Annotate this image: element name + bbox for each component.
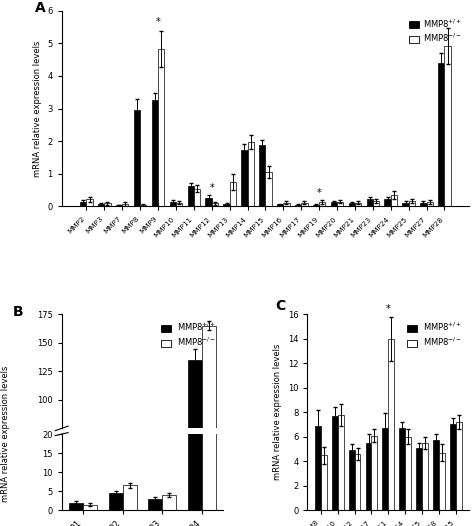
Bar <box>301 203 308 207</box>
Bar <box>391 195 397 207</box>
Bar <box>163 510 176 514</box>
Bar <box>355 454 361 510</box>
Legend: MMP8$^{+/+}$, MMP8$^{-/-}$: MMP8$^{+/+}$, MMP8$^{-/-}$ <box>404 318 465 351</box>
Bar <box>331 202 337 207</box>
Bar <box>104 203 110 207</box>
Bar <box>355 203 361 207</box>
Bar <box>388 339 394 510</box>
Bar <box>69 512 83 514</box>
Bar <box>202 0 216 510</box>
Bar <box>223 204 229 207</box>
Bar <box>372 436 377 510</box>
Bar <box>337 201 343 207</box>
Bar <box>122 204 128 207</box>
Bar <box>383 428 388 510</box>
Bar <box>283 203 290 207</box>
Bar <box>409 200 415 207</box>
Bar <box>86 199 93 207</box>
Bar <box>98 204 104 207</box>
Bar <box>321 455 327 510</box>
Bar <box>170 201 176 207</box>
Y-axis label: mRNA relative expression levels: mRNA relative expression levels <box>1 366 10 502</box>
Bar <box>123 507 137 514</box>
Text: *: * <box>317 188 321 198</box>
Bar <box>445 46 451 207</box>
Bar <box>349 450 355 510</box>
Bar <box>212 203 218 207</box>
Bar <box>69 503 83 510</box>
Bar <box>332 416 337 510</box>
Bar <box>188 0 202 510</box>
Bar <box>116 205 122 207</box>
Bar <box>247 142 254 207</box>
Bar <box>152 100 158 207</box>
Bar <box>148 511 163 514</box>
Bar <box>148 499 163 510</box>
Bar <box>438 63 445 207</box>
Y-axis label: mRNA relative expression levels: mRNA relative expression levels <box>33 41 42 177</box>
Bar <box>349 203 355 207</box>
Text: *: * <box>386 304 391 314</box>
Bar <box>188 360 202 514</box>
Bar <box>420 203 427 207</box>
Bar <box>83 512 97 514</box>
Text: *: * <box>210 183 214 193</box>
Bar <box>194 188 200 207</box>
Bar <box>313 205 319 207</box>
Bar <box>319 202 326 207</box>
Legend: MMP8$^{+/+}$, MMP8$^{-/-}$: MMP8$^{+/+}$, MMP8$^{-/-}$ <box>407 15 465 47</box>
Text: *: * <box>155 17 160 27</box>
Bar <box>80 201 86 207</box>
Bar <box>456 422 462 510</box>
Bar <box>337 414 344 510</box>
Bar <box>229 183 236 207</box>
Text: C: C <box>275 299 285 312</box>
Bar <box>365 443 372 510</box>
Bar <box>259 145 265 207</box>
Bar <box>433 440 439 510</box>
Text: B: B <box>13 305 24 319</box>
Bar <box>366 199 373 207</box>
Bar <box>163 495 176 510</box>
Bar <box>83 504 97 510</box>
Bar <box>450 424 456 510</box>
Bar <box>140 205 146 207</box>
Bar <box>158 49 164 207</box>
Bar <box>123 485 137 510</box>
Bar <box>109 493 123 510</box>
Bar <box>109 509 123 514</box>
Bar <box>202 326 216 514</box>
Bar <box>402 203 409 207</box>
Bar <box>134 110 140 207</box>
Bar <box>439 453 445 510</box>
Bar <box>405 437 411 510</box>
Bar <box>241 150 247 207</box>
Bar <box>315 426 321 510</box>
Bar <box>384 199 391 207</box>
Bar <box>427 202 433 207</box>
Bar <box>295 205 301 207</box>
Bar <box>277 204 283 207</box>
Bar <box>422 443 428 510</box>
Y-axis label: mRNA relative expression levels: mRNA relative expression levels <box>273 344 283 480</box>
Bar <box>188 186 194 207</box>
Bar <box>205 198 212 207</box>
Text: A: A <box>35 1 46 15</box>
Bar <box>400 428 405 510</box>
Bar <box>176 203 182 207</box>
Bar <box>416 448 422 510</box>
Bar <box>265 172 272 207</box>
Legend: MMP8$^{+/+}$, MMP8$^{-/-}$: MMP8$^{+/+}$, MMP8$^{-/-}$ <box>158 318 219 351</box>
Bar <box>373 200 379 207</box>
